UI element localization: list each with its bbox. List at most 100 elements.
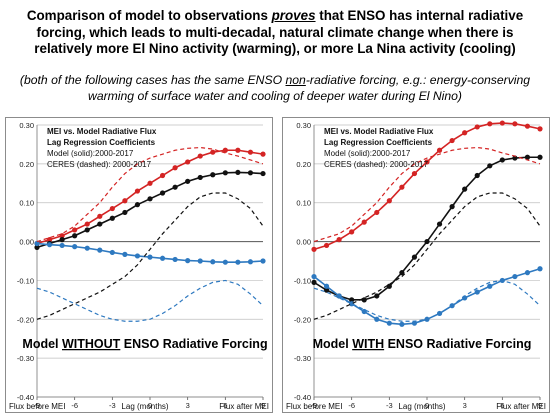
data-point-blue — [247, 259, 254, 265]
data-point-black — [524, 154, 531, 160]
data-point-black — [449, 204, 455, 210]
x-tick-label: -9 — [311, 401, 318, 410]
caption-emphasis: WITH — [352, 337, 384, 351]
data-point-red — [436, 147, 443, 153]
data-point-blue — [474, 289, 480, 295]
data-point-black — [109, 215, 115, 221]
x-tick-label: 3 — [186, 401, 190, 410]
y-tick-label: 0.30 — [19, 121, 34, 130]
y-tick-label: -0.20 — [17, 315, 34, 324]
legend-line: CERES (dashed): 2000-2017 — [324, 160, 429, 169]
data-point-red — [474, 124, 480, 130]
data-point-black — [323, 287, 330, 293]
data-point-black — [72, 233, 78, 239]
chart-with-forcing: -0.40 -0.30 -0.20 -0.10 0.00 0.10 0.20 0.30 -9 -6… — [282, 117, 550, 413]
data-point-red — [247, 149, 254, 155]
chart-caption: Model WITH ENSO Radiative Forcing — [313, 337, 532, 351]
data-point-black — [134, 202, 141, 208]
series-line-blue-dashed — [36, 279, 264, 322]
data-point-blue — [97, 247, 103, 253]
data-point-black — [399, 270, 405, 276]
x-tick-label: -6 — [348, 401, 355, 410]
legend-line: MEI vs. Model Radiative Flux — [324, 127, 434, 136]
data-point-blue — [361, 308, 367, 315]
data-point-blue — [323, 283, 330, 289]
data-point-blue — [235, 259, 241, 265]
data-point-red — [499, 120, 505, 126]
data-point-black — [374, 293, 380, 299]
data-point-black — [197, 174, 203, 181]
chart-caption: Model WITHOUT ENSO Radiative Forcing — [22, 337, 267, 351]
data-point-red — [399, 184, 405, 190]
x-label-after: Flux after MEI — [219, 402, 269, 411]
data-point-blue — [537, 266, 543, 272]
data-point-blue — [134, 253, 141, 259]
data-point-red — [512, 121, 518, 127]
data-point-blue — [524, 270, 531, 276]
data-point-black — [159, 190, 166, 196]
y-tick-label: 0.00 — [19, 238, 34, 247]
x-tick-label: 6 — [223, 401, 227, 410]
data-point-black — [499, 157, 505, 163]
subtext-part1: (both of the following cases has the sam… — [19, 73, 286, 87]
data-point-red — [134, 188, 141, 194]
data-point-blue — [185, 258, 191, 264]
headline: Comparison of model to observations prov… — [20, 8, 530, 58]
subtext-emphasis: non — [285, 73, 306, 87]
data-point-red — [46, 237, 53, 243]
data-point-red — [122, 198, 128, 204]
data-point-blue — [411, 320, 418, 326]
data-point-black — [311, 279, 317, 285]
y-tick-label: -0.20 — [294, 315, 311, 324]
y-tick-label: 0.10 — [19, 199, 34, 208]
data-point-red — [386, 198, 392, 204]
data-point-blue — [210, 259, 216, 265]
data-point-blue — [159, 255, 166, 261]
series-line-red-dashed — [313, 146, 541, 243]
data-point-black — [222, 170, 228, 176]
data-point-blue — [374, 316, 380, 322]
series-line-black-dashed — [313, 192, 541, 320]
data-point-blue — [197, 258, 203, 264]
series-line-blue-dashed — [313, 279, 541, 322]
data-point-black — [210, 172, 216, 178]
data-point-black — [247, 170, 254, 176]
legend-line: CERES (dashed): 2000-2017 — [47, 160, 152, 169]
data-point-red — [449, 137, 455, 144]
headline-part2: that ENSO has internal radiative forcing… — [34, 8, 524, 56]
data-point-blue — [84, 245, 90, 251]
caption-part: Model — [313, 337, 353, 351]
data-point-black — [97, 221, 103, 227]
data-point-black — [424, 238, 430, 245]
data-point-blue — [260, 258, 266, 264]
x-tick-label: -3 — [386, 401, 393, 410]
data-point-black — [172, 184, 178, 190]
data-point-blue — [386, 320, 392, 326]
data-point-red — [524, 123, 531, 129]
caption-part: ENSO Radiative Forcing — [384, 337, 531, 351]
y-tick-label: 0.30 — [296, 121, 311, 130]
data-point-blue — [336, 293, 342, 299]
legend-line: Lag Regression Coefficients — [324, 138, 433, 147]
data-point-black — [411, 254, 418, 260]
data-point-red — [197, 153, 203, 159]
chart-panel-left: -0.40 -0.30 -0.20 -0.10 0.00 0.10 0.20 0.30 -9 -6… — [5, 117, 273, 418]
caption-part: Model — [22, 337, 62, 351]
chart-without-forcing: -0.40 -0.30 -0.20 -0.10 0.00 0.10 0.20 0.30 -9 -6… — [5, 117, 273, 413]
data-point-red — [72, 227, 78, 233]
data-point-black — [147, 196, 153, 202]
data-point-black — [84, 227, 90, 233]
data-point-black — [349, 297, 355, 303]
chart-frame — [282, 117, 550, 413]
legend-line: MEI vs. Model Radiative Flux — [47, 127, 157, 136]
x-label-before: Flux before MEI — [9, 402, 65, 411]
data-point-red — [260, 151, 266, 157]
legend-line: Model (solid):2000-2017 — [47, 149, 134, 158]
x-tick-label: 3 — [463, 401, 467, 410]
y-tick-label: -0.40 — [294, 393, 311, 402]
data-point-black — [260, 170, 266, 177]
data-point-blue — [72, 244, 78, 250]
headline-part1: Comparison of model to observations — [26, 8, 272, 23]
data-point-red — [311, 246, 317, 252]
data-point-black — [122, 209, 128, 216]
